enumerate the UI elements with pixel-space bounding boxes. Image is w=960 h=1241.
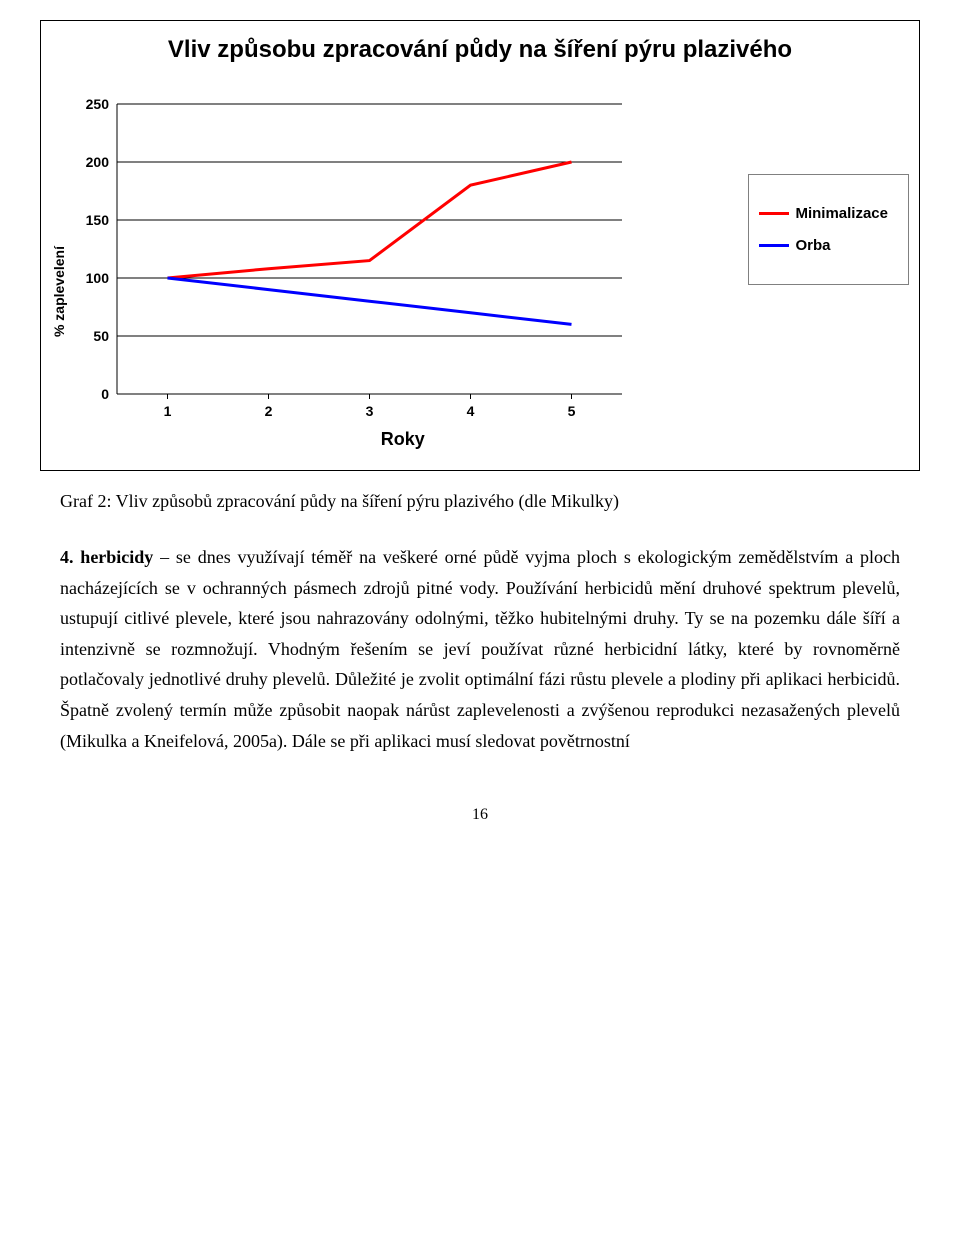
chart-title: Vliv způsobu zpracování půdy na šíření p… <box>51 36 909 64</box>
legend-swatch <box>759 212 789 215</box>
y-axis-label: % zaplevelení <box>51 206 67 337</box>
svg-text:200: 200 <box>86 154 110 170</box>
plot-area: 0 50 100 150 200 250 1 2 3 4 5 Roky <box>72 94 733 450</box>
svg-text:3: 3 <box>366 403 374 419</box>
svg-text:1: 1 <box>164 403 172 419</box>
legend: Minimalizace Orba <box>748 174 909 285</box>
legend-item: Orba <box>759 237 888 254</box>
x-axis-label: Roky <box>72 429 733 450</box>
legend-label: Minimalizace <box>795 205 888 222</box>
chart-container: Vliv způsobu zpracování půdy na šíření p… <box>40 20 920 471</box>
body-paragraph: 4. herbicidy – se dnes využívají téměř n… <box>60 542 900 756</box>
legend-item: Minimalizace <box>759 205 888 222</box>
svg-text:2: 2 <box>265 403 273 419</box>
paragraph-lead: 4. herbicidy <box>60 547 153 567</box>
svg-text:0: 0 <box>101 386 109 402</box>
svg-text:100: 100 <box>86 270 110 286</box>
page-number: 16 <box>40 806 920 824</box>
legend-swatch <box>759 244 789 247</box>
svg-text:5: 5 <box>568 403 576 419</box>
paragraph-text: – se dnes využívají téměř na veškeré orn… <box>60 547 900 751</box>
svg-text:50: 50 <box>93 328 109 344</box>
svg-text:4: 4 <box>467 403 475 419</box>
svg-text:150: 150 <box>86 212 110 228</box>
svg-text:250: 250 <box>86 96 110 112</box>
figure-caption: Graf 2: Vliv způsobů zpracování půdy na … <box>60 491 900 512</box>
chart-svg: 0 50 100 150 200 250 1 2 3 4 5 <box>72 94 632 424</box>
legend-label: Orba <box>795 237 830 254</box>
chart-body: % zaplevelení 05010015020025012345 Roky … <box>51 94 909 450</box>
